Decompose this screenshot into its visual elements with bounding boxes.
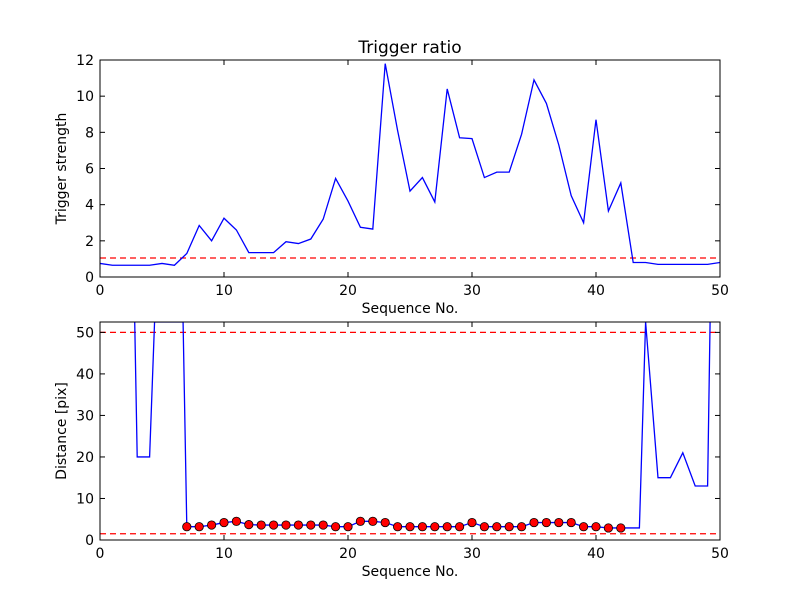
data-point — [430, 522, 440, 532]
x-tick-label: 0 — [96, 283, 105, 299]
y-axis-ticks: 0 2 4 6 8 10 12 — [76, 53, 720, 286]
data-point — [504, 522, 514, 532]
y-axis-ticks: 0 10 20 30 40 50 — [76, 325, 720, 549]
data-point — [616, 523, 626, 533]
data-point — [219, 517, 229, 528]
data-point — [492, 522, 502, 532]
data-point — [244, 520, 254, 530]
x-tick-label: 20 — [339, 283, 357, 299]
data-point — [293, 520, 303, 530]
x-tick-label: 20 — [339, 546, 357, 562]
data-point — [268, 520, 279, 530]
series-markers — [182, 516, 626, 533]
data-point — [591, 522, 601, 532]
series-line — [100, 63, 720, 266]
x-tick-label: 40 — [587, 546, 605, 562]
x-tick-label: 50 — [711, 283, 729, 299]
x-axis-ticks: 0 10 20 30 40 50 — [96, 322, 729, 562]
data-point — [392, 522, 403, 532]
y-tick-label: 12 — [76, 53, 94, 69]
data-point — [578, 522, 589, 532]
y-tick-label: 40 — [76, 367, 94, 383]
x-axis-label: Sequence No. — [362, 564, 459, 580]
x-axis-ticks: 0 10 20 30 40 50 — [96, 60, 729, 299]
y-tick-label: 50 — [76, 325, 94, 341]
data-point — [442, 522, 452, 532]
data-point — [306, 520, 316, 530]
data-point — [516, 522, 527, 532]
y-axis-label: Trigger strength — [54, 113, 70, 226]
x-tick-label: 30 — [463, 546, 481, 562]
y-axis-label: Distance [pix] — [54, 382, 70, 480]
y-tick-label: 6 — [85, 162, 94, 178]
y-tick-label: 2 — [85, 234, 94, 250]
y-tick-label: 0 — [85, 270, 94, 286]
data-point — [380, 517, 390, 528]
data-point — [541, 517, 552, 528]
x-tick-label: 10 — [215, 283, 233, 299]
series-lines — [100, 63, 720, 266]
threshold-lines — [100, 331, 720, 535]
y-tick-label: 10 — [76, 491, 94, 507]
y-tick-label: 20 — [76, 450, 94, 466]
data-point — [566, 517, 576, 528]
data-point — [405, 522, 415, 532]
data-point — [454, 522, 465, 532]
x-axis-label: Sequence No. — [362, 301, 459, 317]
plot-frame — [99, 321, 721, 541]
x-tick-label: 50 — [711, 546, 729, 562]
x-tick-label: 0 — [96, 546, 105, 562]
data-point — [529, 517, 539, 528]
data-point — [182, 522, 192, 532]
data-point — [343, 522, 353, 532]
x-tick-label: 40 — [587, 283, 605, 299]
data-point — [467, 517, 477, 528]
data-point — [207, 520, 217, 530]
trigger-ratio-panel: Trigger ratio 0 10 20 30 40 50 0 2 4 6 8 10 12 Sequ… — [54, 38, 729, 317]
data-point — [417, 522, 427, 532]
y-tick-label: 4 — [85, 198, 94, 214]
data-point — [554, 517, 564, 528]
distance-panel: 0 10 20 30 40 50 0 10 20 30 40 50 Sequence No. Dis… — [54, 321, 729, 580]
x-tick-label: 10 — [215, 546, 233, 562]
data-point — [355, 516, 365, 526]
y-tick-label: 8 — [85, 125, 94, 141]
data-point — [194, 522, 204, 532]
data-point — [281, 520, 291, 530]
x-tick-label: 30 — [463, 283, 481, 299]
y-tick-label: 10 — [76, 89, 94, 105]
data-point — [479, 522, 489, 532]
y-tick-label: 0 — [85, 533, 94, 549]
data-point — [330, 522, 341, 532]
data-point — [231, 516, 241, 526]
y-tick-label: 30 — [76, 408, 94, 424]
data-point — [256, 520, 266, 530]
chart-title: Trigger ratio — [357, 38, 461, 58]
data-point — [368, 516, 378, 526]
data-point — [603, 523, 614, 533]
data-point — [318, 520, 328, 530]
